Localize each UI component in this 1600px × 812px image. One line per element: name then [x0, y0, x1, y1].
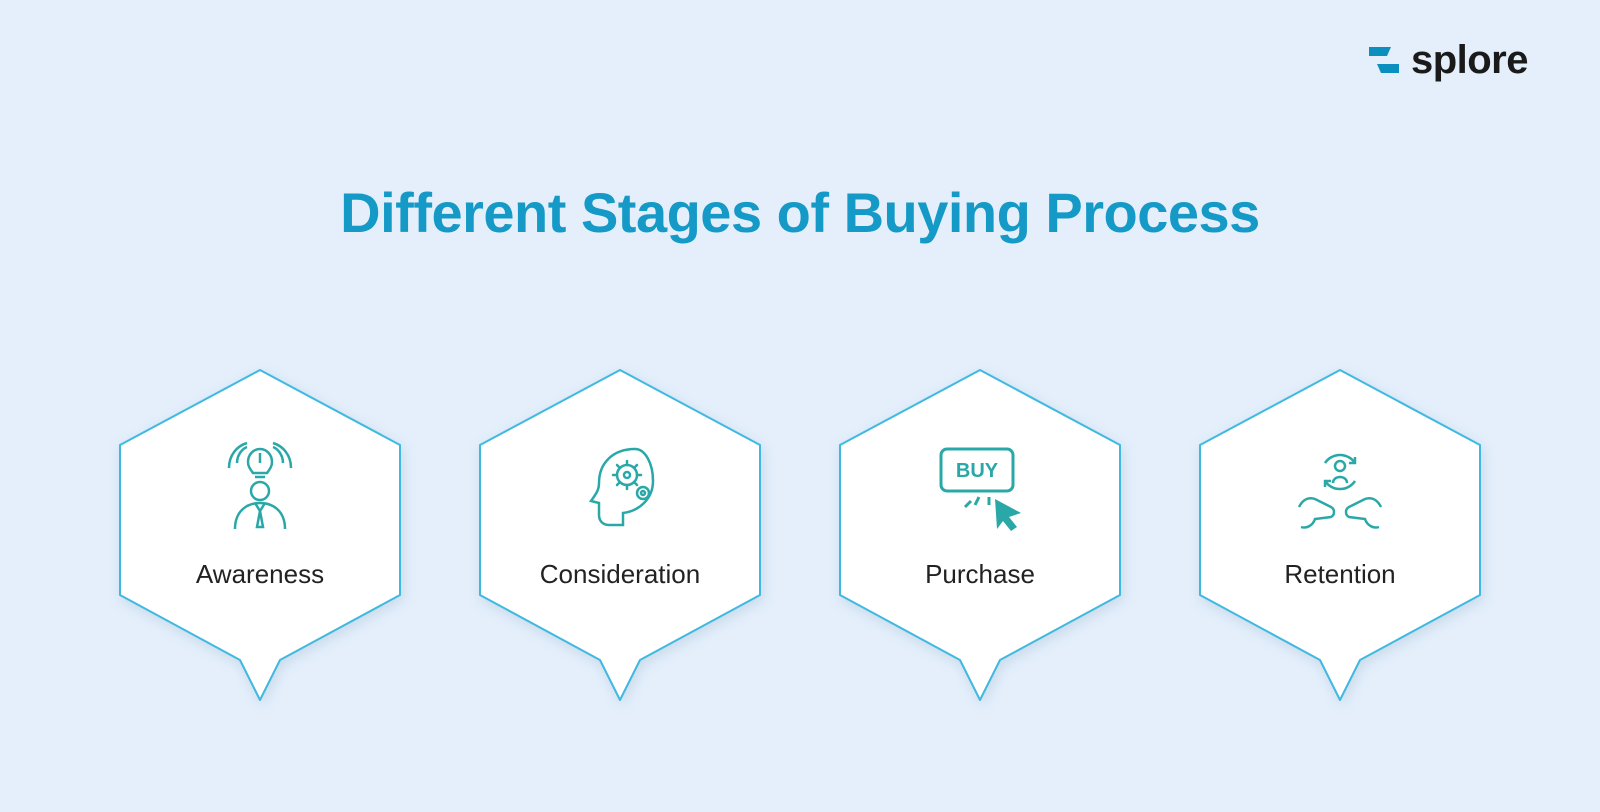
stage-retention: Retention — [1180, 360, 1500, 730]
consideration-icon — [565, 441, 675, 531]
stage-label: Retention — [1284, 559, 1395, 590]
brand-logo: splore — [1367, 38, 1528, 83]
brand-name: splore — [1411, 38, 1528, 83]
stage-consideration: Consideration — [460, 360, 780, 730]
stages-row: Awareness — [0, 360, 1600, 730]
stage-label: Purchase — [925, 559, 1035, 590]
page-title: Different Stages of Buying Process — [340, 180, 1260, 245]
stage-awareness: Awareness — [100, 360, 420, 730]
retention-icon — [1285, 441, 1395, 531]
stage-purchase: BUY Purchase — [820, 360, 1140, 730]
stage-label: Awareness — [196, 559, 324, 590]
purchase-icon: BUY — [925, 441, 1035, 531]
infographic-canvas: splore Different Stages of Buying Proces… — [0, 0, 1600, 812]
logo-mark-icon — [1367, 44, 1401, 78]
awareness-icon — [205, 441, 315, 531]
svg-text:BUY: BUY — [956, 460, 999, 482]
stage-label: Consideration — [540, 559, 700, 590]
